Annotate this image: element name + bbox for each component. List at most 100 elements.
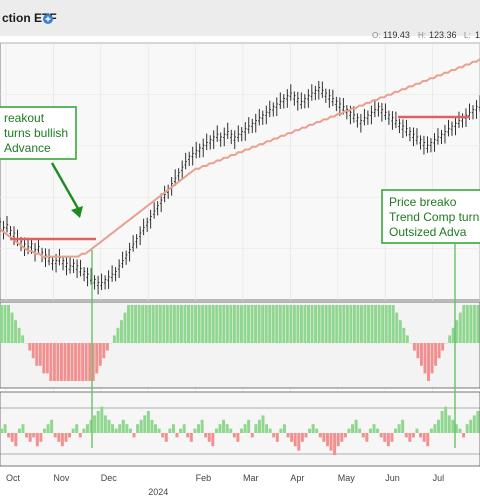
annotation-line: reakout <box>4 111 45 125</box>
momentum-bar <box>214 428 218 433</box>
momentum-bar <box>236 433 240 442</box>
trend-bar <box>437 343 441 359</box>
momentum-bar <box>304 433 308 438</box>
momentum-bar <box>390 433 394 442</box>
momentum-bar <box>433 424 437 433</box>
momentum-bar <box>96 411 100 433</box>
momentum-bar <box>46 424 50 433</box>
annotation-box-right <box>381 189 480 244</box>
momentum-bar <box>78 433 82 438</box>
momentum-bar <box>347 428 351 433</box>
momentum-bar <box>257 419 261 433</box>
trend-bar <box>243 305 247 343</box>
info-circle-icon[interactable] <box>43 14 53 24</box>
trend-bar <box>204 305 208 343</box>
trend-bar <box>144 305 148 343</box>
x-tick-label: Dec <box>101 473 118 483</box>
price-bars <box>0 80 480 295</box>
trend-bar <box>3 305 7 343</box>
trend-bar <box>296 305 300 343</box>
trend-bar <box>28 343 32 351</box>
momentum-bar <box>308 428 312 433</box>
momentum-bar <box>329 433 333 451</box>
trend-bar <box>402 327 406 343</box>
momentum-bar <box>189 433 193 442</box>
momentum-bar <box>351 424 355 433</box>
momentum-bar <box>240 428 243 433</box>
momentum-bar <box>150 419 154 433</box>
annotation-line: Price breako <box>389 195 457 209</box>
trend-bar <box>0 305 3 343</box>
momentum-bar <box>451 419 455 433</box>
trend-bar <box>141 305 145 343</box>
trend-bar <box>324 305 328 343</box>
momentum-bar <box>415 428 419 433</box>
momentum-bar <box>261 415 265 433</box>
momentum-bar <box>7 433 11 438</box>
momentum-bar <box>315 428 319 433</box>
trend-bar <box>130 305 134 343</box>
x-tick-label: Jun <box>385 473 400 483</box>
x-axis: OctNovDec2024FebMarAprMayJunJulAu <box>6 473 444 497</box>
ohlc-value-0: 119.43 <box>383 30 410 40</box>
trend-bar <box>282 305 286 343</box>
trend-bar <box>292 305 296 343</box>
trend-bar <box>398 320 402 343</box>
trend-bar <box>317 305 321 343</box>
momentum-bar <box>422 433 426 442</box>
momentum-bar <box>132 433 136 438</box>
momentum-bar <box>125 424 129 433</box>
trend-bar <box>218 305 222 343</box>
momentum-bar <box>361 433 365 438</box>
trend-bar <box>268 305 272 343</box>
momentum-bar <box>136 424 140 433</box>
trend-bar <box>229 305 233 343</box>
trend-bar <box>307 305 310 343</box>
momentum-bar <box>372 424 376 433</box>
annotation-line: Advance <box>4 141 51 155</box>
momentum-bar <box>401 419 405 433</box>
momentum-bar <box>143 415 147 433</box>
momentum-bar <box>229 428 233 433</box>
trend-bar <box>180 305 183 343</box>
momentum-bar <box>247 419 251 433</box>
momentum-bar <box>411 433 415 438</box>
trend-bar <box>162 305 166 343</box>
momentum-bar <box>250 433 254 438</box>
momentum-bar <box>286 433 290 438</box>
annotation-line: Outsized Adva <box>389 225 467 239</box>
momentum-bar <box>111 424 115 433</box>
trend-bar <box>45 343 49 374</box>
momentum-bar <box>179 428 183 433</box>
momentum-bar <box>75 424 79 433</box>
trend-bar <box>120 320 123 343</box>
momentum-bar <box>71 428 75 433</box>
momentum-bar <box>107 419 111 433</box>
momentum-bar <box>17 428 21 433</box>
trend-bar <box>225 305 229 343</box>
trend-bar <box>187 305 190 343</box>
trend-bar <box>91 343 95 381</box>
momentum-bar <box>397 424 401 433</box>
momentum-bar <box>282 424 286 433</box>
momentum-bar <box>25 433 29 438</box>
momentum-bar <box>254 424 258 433</box>
chart-title: ction ETF <box>2 11 57 25</box>
momentum-bar <box>476 411 480 433</box>
trend-bar <box>201 305 205 343</box>
trend-bar <box>155 305 159 343</box>
trend-bar <box>314 305 318 343</box>
momentum-bar <box>440 411 444 433</box>
momentum-bar <box>100 406 104 433</box>
momentum-bar <box>175 433 179 438</box>
ohlc-label-1: H: <box>418 31 426 40</box>
trend-bar <box>370 305 374 343</box>
momentum-bar <box>404 433 408 438</box>
momentum-bar <box>186 433 190 438</box>
trend-bar <box>254 305 258 343</box>
trend-bar <box>472 305 476 343</box>
trend-bar <box>67 343 70 381</box>
trend-bar <box>42 343 46 374</box>
trend-bar <box>271 305 275 343</box>
trend-bar <box>391 305 395 343</box>
